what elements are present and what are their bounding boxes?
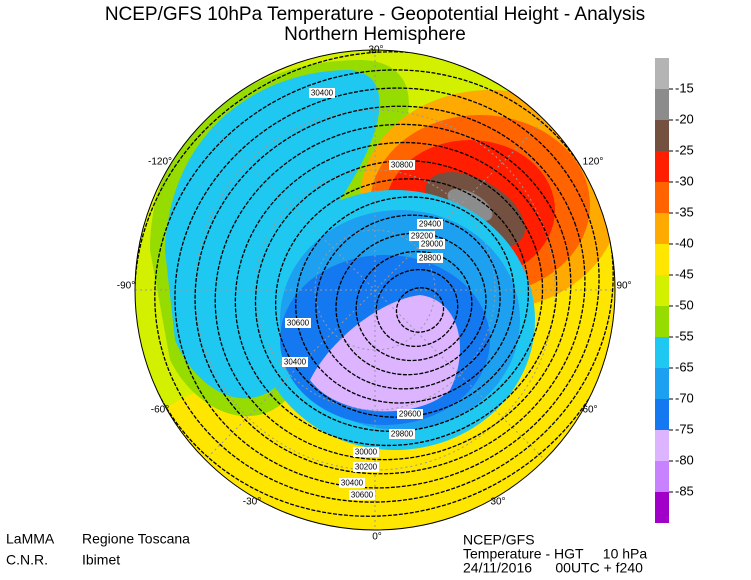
colorbar-label: -40	[675, 235, 694, 250]
contour-label-box	[353, 462, 379, 472]
contour-line	[355, 250, 473, 362]
colorbar-segment	[655, 244, 669, 275]
contour-line	[194, 105, 586, 475]
colorbar-segment	[655, 368, 669, 399]
footer-left: Ibimet	[82, 552, 120, 568]
colorbar-segment	[655, 461, 669, 492]
footer-right: 24/11/2016 00UTC + f240	[463, 560, 643, 576]
colorbar-label: -65	[675, 359, 694, 374]
contour-label: 30400	[341, 479, 364, 488]
contour-line	[274, 178, 530, 418]
contour-label-box	[417, 253, 443, 263]
contour-label-box	[389, 429, 415, 439]
contour-label: 30400	[311, 89, 334, 98]
footer-left: C.N.R.	[6, 552, 48, 568]
contour-label: 30000	[355, 448, 378, 457]
colorbar-label: -55	[675, 328, 694, 343]
contour-label: 30200	[355, 463, 378, 472]
contour-label: 29800	[391, 430, 414, 439]
contour-label: 30600	[287, 319, 310, 328]
longitude-label: 30°	[490, 497, 505, 508]
contour-label: 29200	[411, 232, 434, 241]
colorbar-segment	[655, 182, 669, 213]
contour-label-box	[282, 357, 308, 367]
contour-line	[315, 214, 501, 390]
longitude-label: 60°	[582, 405, 597, 416]
contour-label: 30400	[284, 358, 307, 367]
longitude-label: 120°	[583, 157, 604, 168]
contour-label-box	[285, 318, 311, 328]
colorbar-segment	[655, 213, 669, 244]
colorbar-label: -15	[675, 80, 694, 95]
contour-line	[214, 123, 572, 461]
longitude-label: -60°	[151, 405, 169, 416]
colorbar-segment	[655, 306, 669, 337]
colorbar-label: -80	[675, 452, 694, 467]
contour-line	[375, 268, 459, 348]
colorbar-segment	[655, 399, 669, 430]
map	[135, 50, 615, 530]
colorbar-segment	[655, 89, 669, 120]
colorbar-label: -85	[675, 483, 694, 498]
contour-label-box	[417, 219, 443, 229]
contour-label: 30600	[351, 491, 374, 500]
colorbar-label: -30	[675, 173, 694, 188]
contour-label-box	[409, 231, 435, 241]
longitude-label: 30°	[368, 45, 383, 56]
footer-right: Temperature - HGT 10 hPa	[463, 546, 647, 562]
longitude-label: -30°	[243, 497, 261, 508]
colorbar-segment	[655, 275, 669, 306]
colorbar-segment	[655, 430, 669, 461]
colorbar-label: -75	[675, 421, 694, 436]
colorbar-segment	[655, 337, 669, 368]
contour-line	[174, 87, 600, 489]
longitude-label: -120°	[148, 157, 172, 168]
contour-line	[295, 196, 515, 404]
colorbar-segment	[655, 58, 669, 89]
title: NCEP/GFS 10hPa Temperature - Geopotentia…	[105, 4, 645, 25]
longitude-label: 90°	[616, 281, 631, 292]
contour-label: 30800	[391, 161, 414, 170]
colorbar-label: -20	[675, 111, 694, 126]
colorbar-segment	[655, 151, 669, 182]
longitude-label: -90°	[117, 281, 135, 292]
contour-label-box	[419, 239, 445, 249]
map-border	[134, 49, 616, 531]
contour-line	[234, 141, 558, 447]
contour-label: 28800	[419, 254, 442, 263]
contour-label-box	[353, 447, 379, 457]
colorbar-label: -70	[675, 390, 694, 405]
colorbar-segment	[655, 492, 669, 523]
contour-label-box	[397, 409, 423, 419]
contour-label-box	[389, 160, 415, 170]
contour-label-box	[309, 88, 335, 98]
longitude-label: 0°	[372, 532, 382, 543]
footer-left: LaMMA	[6, 531, 55, 547]
colorbar-label: -50	[675, 297, 694, 312]
contour-label-box	[349, 490, 375, 500]
contour-label: 29600	[399, 410, 422, 419]
subtitle: Northern Hemisphere	[284, 24, 466, 45]
colorbar-label: -25	[675, 142, 694, 157]
colorbar-label: -35	[675, 204, 694, 219]
colorbar-segment	[655, 120, 669, 151]
contour-line	[395, 287, 445, 333]
contour-line	[335, 232, 487, 376]
footer-left: Regione Toscana	[82, 531, 190, 547]
contour-line	[254, 160, 544, 432]
contour-label: 29400	[419, 220, 442, 229]
contour-label-box	[339, 478, 365, 488]
colorbar-label: -45	[675, 266, 694, 281]
footer-right: NCEP/GFS	[463, 532, 535, 548]
contour-label: 29000	[421, 240, 444, 249]
